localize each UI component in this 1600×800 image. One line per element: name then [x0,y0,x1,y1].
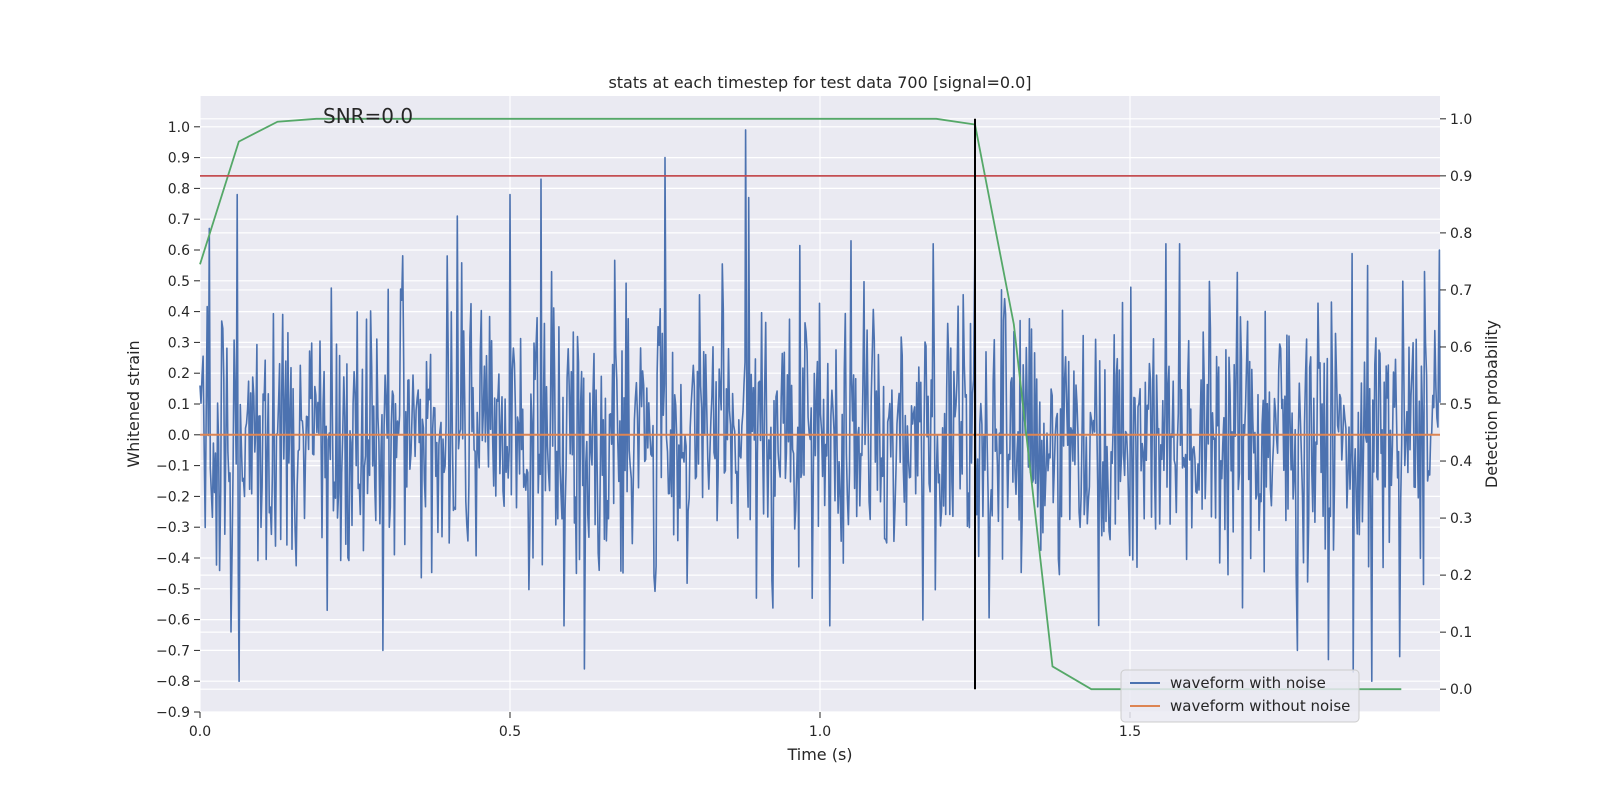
legend: waveform with noise waveform without noi… [1120,669,1360,723]
y-tick-label-14: −0.4 [156,551,190,567]
y2-tick-label-2: 0.8 [1450,226,1472,242]
y-tick-label-1: 0.9 [168,151,190,167]
y-tick-label-9: 0.1 [168,397,190,413]
y-tick-label-4: 0.6 [168,243,190,259]
x-axis-label: Time (s) [786,745,852,764]
y2-tick-label-4: 0.6 [1450,340,1472,356]
y2-tick-label-3: 0.7 [1450,283,1472,299]
legend-label-without-noise: waveform without noise [1170,697,1350,715]
legend-box [1120,669,1360,723]
y2-tick-label-7: 0.3 [1450,511,1472,527]
snr-annotation: SNR=0.0 [323,104,413,128]
y2-tick-label-5: 0.5 [1450,397,1472,413]
x-tick-label-1: 0.5 [499,724,521,740]
y-tick-label-12: −0.2 [156,489,190,505]
x-tick-label-3: 1.5 [1119,724,1141,740]
y-tick-label-13: −0.3 [156,520,190,536]
x-tick-label-0: 0.0 [189,724,211,740]
left-axis-ticks: 1.0 0.9 0.8 0.7 0.6 0.5 0.4 0.3 0.2 0.1 0.0 −0.1 −0.… [156,120,200,721]
legend-label-with-noise: waveform with noise [1170,674,1326,692]
right-axis-ticks: 1.0 0.9 0.8 0.7 0.6 0.5 0.4 0.3 0.2 0.1 0.0 [1440,112,1472,698]
y-tick-label-11: −0.1 [156,459,190,475]
y-tick-label-16: −0.6 [156,613,190,629]
y-axis-label: Whitened strain [124,340,143,467]
y-tick-label-15: −0.5 [156,582,190,598]
y2-tick-label-8: 0.2 [1450,568,1472,584]
y2-tick-label-10: 0.0 [1450,682,1472,698]
y-tick-label-6: 0.4 [168,305,190,321]
y-tick-label-8: 0.2 [168,366,190,382]
y2-axis-label: Detection probability [1482,320,1501,488]
y-tick-label-0: 1.0 [168,120,190,136]
y2-tick-label-9: 0.1 [1450,625,1472,641]
y-tick-label-3: 0.7 [168,212,190,228]
x-axis-ticks: 0.0 0.5 1.0 1.5 [189,712,1141,740]
chart-title: stats at each timestep for test data 700… [608,73,1031,92]
series-waveform-with-noise [199,129,1441,683]
y-tick-label-17: −0.7 [156,643,190,659]
y2-tick-label-1: 0.9 [1450,169,1472,185]
y-tick-label-19: −0.9 [156,705,190,721]
y-tick-label-10: 0.0 [168,428,190,444]
y2-tick-label-6: 0.4 [1450,454,1472,470]
series-layer [199,117,1441,691]
y-tick-label-2: 0.8 [168,181,190,197]
y-tick-label-5: 0.5 [168,274,190,290]
y-tick-label-18: −0.8 [156,674,190,690]
series-detection-probability [199,117,1402,691]
y2-tick-label-0: 1.0 [1450,112,1472,128]
x-tick-label-2: 1.0 [809,724,831,740]
y-tick-label-7: 0.3 [168,335,190,351]
